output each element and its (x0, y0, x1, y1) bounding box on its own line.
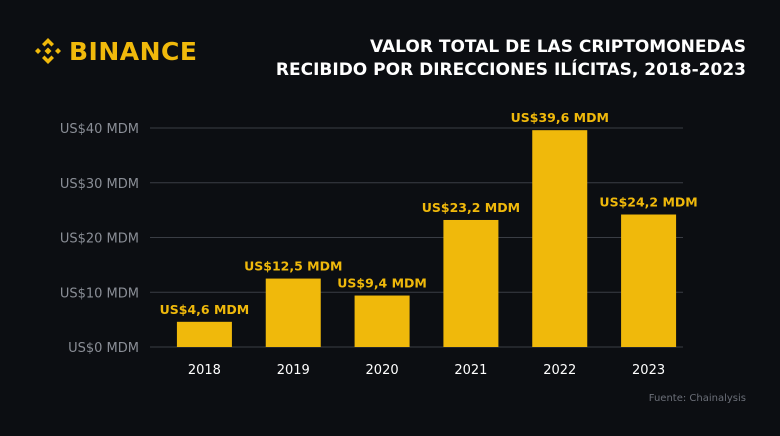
x-tick-label: 2020 (366, 363, 399, 378)
bar (532, 130, 588, 347)
y-tick-label: US$40 MDM (60, 122, 139, 137)
binance-logo: BINANCE (33, 36, 197, 66)
chart-title: VALOR TOTAL DE LAS CRIPTOMONEDAS RECIBID… (276, 36, 746, 82)
chart-title-line-2: RECIBIDO POR DIRECCIONES ILÍCITAS, 2018-… (275, 60, 746, 80)
x-tick-label: 2023 (632, 363, 665, 378)
source-note: Fuente: Chainalysis (648, 393, 746, 404)
chart-title-line-1: VALOR TOTAL DE LAS CRIPTOMONEDAS (370, 37, 746, 57)
bar (443, 219, 499, 347)
data-label: US$23,2 MDM (422, 200, 520, 215)
data-label: US$24,2 MDM (599, 195, 697, 210)
data-label: US$9,4 MDM (337, 276, 427, 291)
bar (621, 214, 677, 347)
bar (176, 321, 232, 347)
y-tick-label: US$30 MDM (60, 177, 139, 192)
binance-diamond-icon (35, 38, 61, 64)
bar (265, 278, 321, 347)
y-tick-label: US$20 MDM (60, 232, 139, 247)
x-tick-label: 2022 (543, 363, 576, 378)
y-tick-label: US$0 MDM (68, 341, 139, 356)
data-label: US$4,6 MDM (160, 302, 250, 317)
data-label: US$39,6 MDM (511, 110, 609, 125)
y-tick-label: US$10 MDM (60, 286, 139, 301)
data-label: US$12,5 MDM (244, 259, 342, 274)
bar (354, 295, 410, 347)
x-tick-label: 2018 (188, 363, 221, 378)
x-tick-label: 2019 (277, 363, 310, 378)
x-tick-label: 2021 (454, 363, 487, 378)
brand-name: BINANCE (69, 36, 198, 66)
